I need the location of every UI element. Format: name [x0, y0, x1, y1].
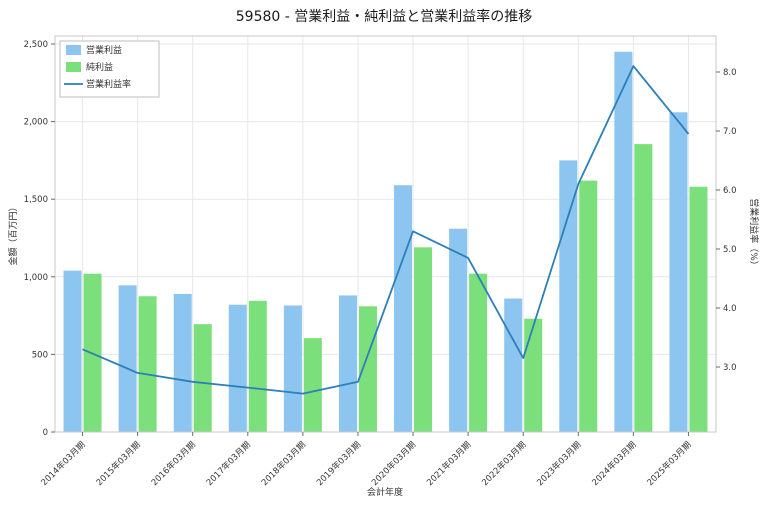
legend-label-営業利益: 営業利益 [86, 44, 122, 56]
bar-純利益 [524, 318, 543, 432]
y-tick-label-left: 0 [43, 428, 48, 438]
bar-純利益 [193, 324, 212, 432]
x-axis-label: 会計年度 [367, 486, 403, 498]
y-tick-label-right: 8.0 [723, 68, 737, 78]
x-tick-label: 2016年03月期 [149, 439, 198, 488]
bar-営業利益 [669, 112, 688, 433]
legend-swatch-純利益 [66, 62, 81, 72]
bar-営業利益 [614, 51, 633, 432]
bar-純利益 [248, 300, 267, 432]
bar-営業利益 [173, 293, 192, 432]
plot-border [54, 35, 717, 433]
y-tick-label-right: 3.0 [723, 363, 737, 373]
bar-純利益 [634, 144, 653, 432]
y-tick-label-right: 6.0 [723, 186, 737, 196]
y-tick-label-left: 2,000 [24, 118, 48, 128]
x-tick-label: 2014年03月期 [39, 439, 88, 488]
bar-営業利益 [228, 304, 247, 432]
bar-純利益 [138, 296, 157, 432]
y-tick-label-right: 7.0 [723, 127, 737, 137]
legend-label-営業利益率: 営業利益率 [86, 78, 131, 90]
x-tick-label: 2015年03月期 [94, 439, 143, 488]
x-tick-label: 2021年03月期 [424, 439, 473, 488]
x-tick-label: 2019年03月期 [314, 439, 363, 488]
bar-営業利益 [449, 228, 468, 432]
plot-area: 0 500 1,000 1,500 2,000 2,500 3.0 4.0 5.0 6.0 7.0 8… [24, 35, 737, 488]
bar-営業利益 [394, 185, 413, 432]
bar-純利益 [469, 273, 488, 432]
y-axis-label-right: 営業利益率（%） [748, 198, 760, 270]
bar-営業利益 [504, 298, 523, 432]
bar-純利益 [358, 306, 377, 432]
y-axis-label-left: 金額（百万円） [7, 202, 19, 265]
x-tick-label: 2025年03月期 [645, 439, 694, 488]
y-tick-label-right: 5.0 [723, 245, 737, 255]
bar-営業利益 [559, 160, 578, 432]
legend-swatch-営業利益 [66, 45, 81, 55]
chart-title: 59580 - 営業利益・純利益と営業利益率の推移 [236, 8, 533, 25]
y-tick-label-left: 500 [32, 350, 48, 360]
legend-label-純利益: 純利益 [86, 61, 113, 73]
bar-営業利益 [283, 305, 302, 432]
bar-純利益 [579, 180, 598, 432]
x-tick-label: 2020年03月期 [369, 439, 418, 488]
x-tick-label: 2018年03月期 [259, 439, 308, 488]
y-tick-label-left: 1,000 [24, 273, 48, 283]
bar-営業利益 [338, 295, 357, 432]
x-tick-label: 2022年03月期 [480, 439, 529, 488]
bar-営業利益 [63, 270, 82, 432]
bar-純利益 [689, 186, 708, 432]
y-tick-label-left: 2,500 [24, 40, 48, 50]
bar-純利益 [414, 247, 433, 432]
bar-営業利益 [118, 285, 137, 432]
x-tick-label: 2017年03月期 [204, 439, 253, 488]
x-tick-label: 2023年03月期 [535, 439, 584, 488]
line-営業利益率 [82, 65, 690, 395]
y-tick-label-right: 4.0 [723, 304, 737, 314]
y-tick-label-left: 1,500 [24, 195, 48, 205]
bar-純利益 [303, 338, 322, 432]
x-tick-label: 2024年03月期 [590, 439, 639, 488]
